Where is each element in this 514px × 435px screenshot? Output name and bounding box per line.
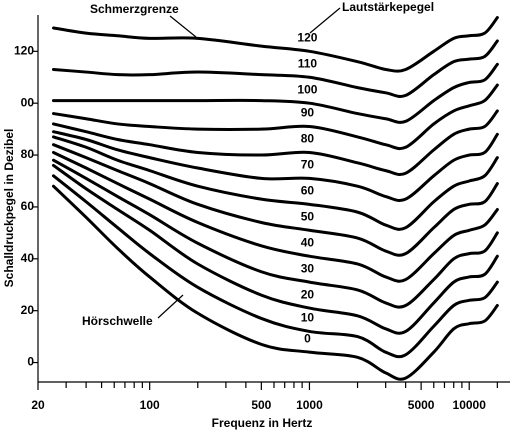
x-tick-label: 20 — [31, 398, 45, 412]
series-label: 50 — [301, 209, 315, 223]
curve — [51, 163, 499, 335]
annotation: Hörschwelle — [82, 314, 153, 328]
curve — [51, 109, 499, 177]
y-tick-label: 80 — [21, 147, 35, 161]
series-label: 20 — [301, 287, 315, 301]
curve — [51, 143, 499, 257]
y-tick-label: 40 — [21, 251, 35, 265]
annotation: Lautstärkepegel — [342, 0, 434, 14]
y-tick-label: 00 — [21, 95, 35, 109]
curve — [51, 62, 499, 124]
curve — [51, 158, 499, 309]
curve — [51, 150, 499, 283]
series-label: 10 — [301, 311, 315, 325]
x-tick-label: 100 — [140, 398, 160, 412]
y-axis-title: Schalldruckpegel in Dezibel — [2, 129, 16, 288]
series-label: 90 — [301, 106, 315, 120]
series-label: 100 — [297, 82, 317, 96]
curve — [51, 184, 499, 381]
series-label: 120 — [297, 30, 317, 44]
leader-line — [157, 294, 184, 319]
series-label: 0 — [304, 331, 311, 345]
curve — [51, 83, 499, 151]
curve — [51, 130, 499, 203]
leader-line — [169, 15, 197, 38]
y-tick-label: 20 — [21, 303, 35, 317]
curve — [51, 135, 499, 231]
curve — [51, 39, 499, 98]
series-label: 40 — [301, 235, 315, 249]
curve — [51, 16, 499, 73]
annotation: Schmerzgrenze — [90, 2, 179, 16]
series-label: 80 — [301, 132, 315, 146]
series-label: 60 — [301, 184, 315, 198]
y-tick-label: 60 — [21, 199, 35, 213]
x-tick-label: 10000 — [453, 398, 487, 412]
x-tick-label: 500 — [251, 398, 271, 412]
leader-line — [309, 7, 341, 34]
y-tick-label: 0 — [27, 355, 34, 369]
curve — [51, 174, 499, 359]
x-tick-label: 1000 — [296, 398, 323, 412]
y-tick-label: 120 — [14, 43, 34, 57]
x-tick-label: 5000 — [408, 398, 435, 412]
x-axis-title: Frequenz in Hertz — [212, 416, 313, 430]
series-label: 110 — [298, 56, 318, 70]
series-label: 30 — [301, 261, 315, 275]
series-label: 70 — [301, 158, 315, 172]
